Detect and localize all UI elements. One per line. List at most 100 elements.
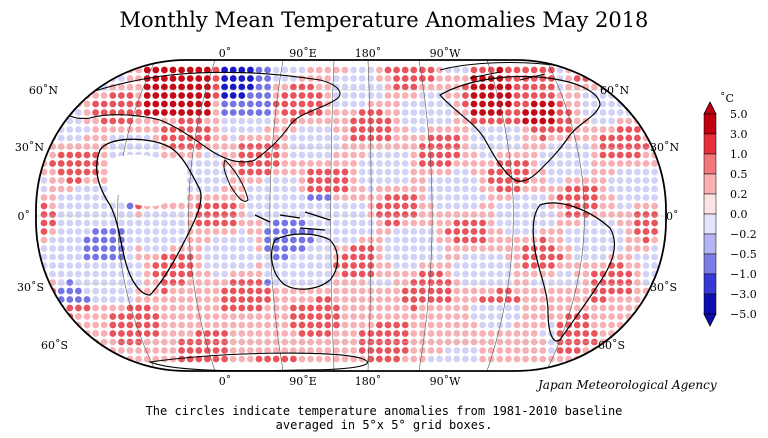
- anomaly-circle: [539, 177, 547, 184]
- anomaly-circle: [410, 160, 418, 167]
- anomaly-circle: [212, 313, 220, 320]
- anomaly-circle: [539, 355, 547, 363]
- anomaly-circle: [75, 134, 82, 142]
- anomaly-circle: [470, 245, 478, 252]
- anomaly-circle: [444, 287, 452, 295]
- anomaly-circle: [178, 262, 186, 269]
- anomaly-circle: [92, 236, 99, 244]
- anomaly-circle: [625, 185, 633, 193]
- anomaly-circle: [358, 168, 366, 176]
- anomaly-circle: [651, 194, 658, 201]
- anomaly-circle: [513, 92, 521, 99]
- anomaly-circle: [264, 330, 271, 337]
- anomaly-circle: [272, 109, 280, 116]
- anomaly-circle: [152, 245, 160, 252]
- anomaly-circle: [599, 355, 607, 363]
- anomaly-circle: [393, 279, 400, 286]
- anomaly-circle: [642, 330, 650, 337]
- anomaly-circle: [204, 228, 211, 235]
- anomaly-circle: [315, 66, 323, 74]
- anomaly-circle: [350, 253, 357, 261]
- anomaly-circle: [513, 321, 521, 329]
- anomaly-circle: [505, 202, 512, 210]
- anomaly-circle: [444, 262, 452, 269]
- anomaly-circle: [238, 109, 246, 116]
- anomaly-circle: [290, 66, 297, 74]
- anomaly-circle: [573, 236, 581, 244]
- anomaly-circle: [367, 236, 375, 244]
- anomaly-circle: [152, 134, 160, 142]
- anomaly-circle: [444, 304, 452, 312]
- anomaly-circle: [40, 211, 48, 218]
- anomaly-circle: [49, 262, 56, 269]
- anomaly-circle: [565, 168, 572, 176]
- anomaly-circle: [393, 287, 400, 295]
- anomaly-circle: [616, 177, 624, 184]
- anomaly-circle: [513, 109, 521, 116]
- anomaly-circle: [453, 185, 461, 193]
- anomaly-circle: [161, 211, 168, 218]
- anomaly-circle: [462, 313, 469, 320]
- anomaly-circle: [161, 83, 168, 91]
- anomaly-circle: [341, 321, 349, 329]
- anomaly-circle: [247, 185, 254, 193]
- anomaly-circle: [513, 66, 521, 74]
- anomaly-circle: [83, 75, 91, 82]
- legend-tick-label: −0.5: [730, 248, 757, 261]
- anomaly-circle: [333, 296, 340, 303]
- anomaly-circle: [290, 151, 297, 159]
- anomaly-circle: [444, 253, 452, 261]
- anomaly-circle: [487, 83, 495, 91]
- anomaly-circle: [290, 347, 297, 354]
- anomaly-circle: [582, 245, 590, 252]
- anomaly-circle: [419, 287, 426, 295]
- anomaly-circle: [66, 134, 74, 142]
- anomaly-circle: [57, 168, 65, 176]
- anomaly-circle: [462, 270, 469, 278]
- anomaly-circle: [599, 202, 607, 210]
- anomaly-circle: [444, 296, 452, 303]
- anomaly-circle: [315, 347, 323, 354]
- anomaly-circle: [264, 134, 271, 142]
- anomaly-circle: [453, 151, 461, 159]
- anomaly-circle: [358, 177, 366, 184]
- anomaly-circle: [591, 219, 598, 227]
- anomaly-circle: [178, 253, 186, 261]
- anomaly-circle: [582, 194, 590, 201]
- anomaly-circle: [126, 287, 134, 295]
- anomaly-circle: [358, 83, 366, 91]
- anomaly-circle: [281, 202, 289, 210]
- anomaly-circle: [255, 219, 263, 227]
- anomaly-circle: [496, 83, 504, 91]
- anomaly-circle: [462, 126, 469, 133]
- anomaly-circle: [410, 92, 418, 99]
- anomaly-circle: [204, 347, 211, 354]
- anomaly-circle: [324, 304, 332, 312]
- anomaly-circle: [324, 296, 332, 303]
- lon-label-top-180: 180˚: [355, 47, 382, 60]
- anomaly-circle: [178, 211, 186, 218]
- anomaly-circle: [513, 185, 521, 193]
- anomaly-circle: [367, 194, 375, 201]
- anomaly-circle: [212, 321, 220, 329]
- anomaly-circle: [49, 75, 56, 82]
- anomaly-circle: [479, 168, 486, 176]
- anomaly-circle: [427, 236, 435, 244]
- anomaly-circle: [307, 177, 314, 184]
- anomaly-circle: [487, 168, 495, 176]
- anomaly-circle: [66, 355, 74, 363]
- india-coastline: [223, 159, 249, 202]
- anomaly-circle: [591, 185, 598, 193]
- anomaly-circle: [66, 117, 74, 125]
- anomaly-circle: [298, 313, 306, 320]
- anomaly-circle: [539, 117, 547, 125]
- anomaly-circle: [548, 287, 555, 295]
- anomaly-circle: [83, 270, 91, 278]
- anomaly-circle: [212, 160, 220, 167]
- anomaly-circle: [161, 313, 168, 320]
- anomaly-circle: [264, 185, 271, 193]
- anomaly-circle: [401, 355, 409, 363]
- anomaly-circle: [393, 194, 400, 201]
- anomaly-circle: [186, 143, 194, 150]
- anomaly-circle: [281, 126, 289, 133]
